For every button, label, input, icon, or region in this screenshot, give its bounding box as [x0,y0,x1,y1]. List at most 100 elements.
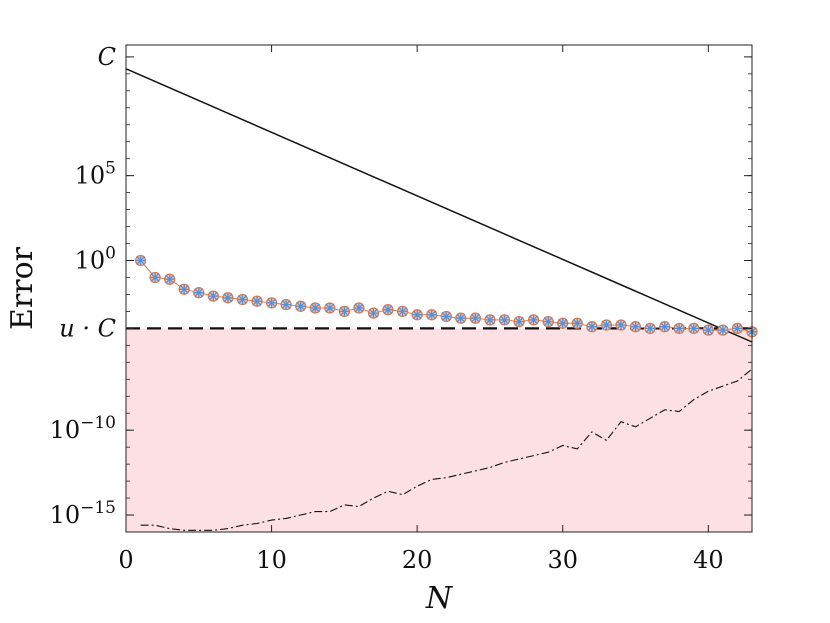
data-point-plus [674,323,685,334]
data-point [353,302,365,314]
data-point-plus [412,309,423,320]
data-point-plus [383,304,393,315]
data-point [731,322,744,335]
x-tick-label: 30 [547,546,578,574]
data-point [644,322,656,335]
data-point-plus [324,303,335,313]
data-point [702,324,714,336]
data-point [324,302,336,314]
plot-area [125,68,758,532]
data-point [498,314,511,326]
data-point [236,293,249,306]
data-point [222,292,234,304]
data-point-plus [499,314,510,325]
data-point-plus [208,291,219,302]
data-point [615,319,627,331]
series-line-dashdot [140,368,753,531]
data-point [688,322,700,335]
data-point [367,307,380,319]
data-point [280,298,292,311]
data-point-plus [688,323,699,334]
data-point-plus [470,313,481,324]
data-point [265,297,278,309]
data-point-plus [441,311,452,322]
y-tick-label: 100 [75,244,116,275]
y-tick-label: 105 [75,159,116,190]
data-point-plus [281,299,292,310]
data-point-plus [455,313,466,324]
data-point [251,295,263,307]
data-point-plus [193,287,204,298]
data-point-plus [252,296,262,307]
data-point [659,321,671,333]
data-point-plus [485,314,495,325]
data-point-plus [222,292,233,303]
x-tick-label: 20 [402,546,433,574]
data-point [396,305,409,318]
data-point-plus [645,323,656,334]
data-point [440,310,452,323]
data-point [207,290,219,302]
axes-box [125,44,753,533]
data-point-plus [630,321,641,332]
data-point [513,315,525,328]
data-point [527,314,540,326]
x-tick-label: 40 [693,546,724,574]
x-tick-label: 10 [256,546,287,574]
data-point-plus [368,308,379,319]
data-point [542,315,554,328]
data-point [309,302,321,314]
data-point-plus [266,297,277,308]
data-point [149,271,161,284]
data-point [426,309,438,321]
shaded-region [126,328,752,532]
data-point [586,321,598,333]
series-line-solid [125,68,753,343]
data-point [134,254,147,267]
data-point [673,322,685,335]
data-point [629,321,642,333]
data-point-plus [295,301,306,312]
data-point-plus [616,320,626,330]
data-point [164,273,176,285]
data-point-plus [179,284,190,295]
data-point [382,304,394,316]
data-point-plus [659,321,670,332]
data-point-plus [717,325,728,336]
data-point-plus [557,318,568,329]
data-point [557,317,569,329]
data-point-plus [150,272,161,283]
y-tick-label: u · C [59,314,116,342]
data-point [295,300,307,312]
data-point [338,305,351,318]
data-point [411,309,423,321]
data-point-plus [426,309,437,320]
data-point [455,312,467,324]
data-point [469,312,482,324]
axes: 0 10 20 30 40 C 105 100 u · C 10−10 10−15 [50,43,753,574]
data-point-plus [514,316,525,327]
data-point [484,314,496,326]
data-point-plus [528,314,539,325]
data-point-plus [703,325,714,336]
data-point-plus [237,294,248,305]
data-point-plus [135,255,146,266]
y-tick-label: C [98,43,116,71]
y-tick-label: 10−15 [50,498,116,529]
x-tick-label: 0 [118,546,133,574]
x-axis-title: N [425,581,454,616]
data-point-plus [353,303,364,313]
data-point-plus [397,306,408,317]
y-axis-title: Error [5,246,40,330]
data-point-plus [572,318,583,329]
data-point [193,287,205,299]
data-point [717,324,729,336]
data-point-plus [586,321,597,332]
data-point [178,283,190,295]
data-point-plus [732,323,743,334]
data-point [600,319,613,331]
data-point-plus [164,274,175,285]
data-point-plus [543,316,554,327]
data-point-plus [601,320,612,330]
